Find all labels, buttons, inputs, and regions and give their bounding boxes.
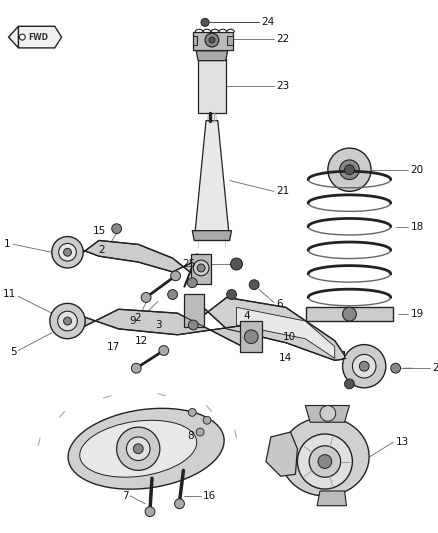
Polygon shape xyxy=(67,309,246,349)
Circle shape xyxy=(133,444,143,454)
Text: 5: 5 xyxy=(10,348,16,358)
Circle shape xyxy=(343,345,386,388)
Circle shape xyxy=(309,446,341,477)
Circle shape xyxy=(64,317,71,325)
Circle shape xyxy=(59,244,76,261)
Text: 1: 1 xyxy=(341,351,348,361)
Text: 24: 24 xyxy=(261,18,274,27)
Text: 9: 9 xyxy=(130,316,136,326)
Circle shape xyxy=(117,427,160,470)
Circle shape xyxy=(131,364,141,373)
Text: 15: 15 xyxy=(92,225,106,236)
Polygon shape xyxy=(266,432,297,477)
Polygon shape xyxy=(317,491,346,506)
Text: 1: 1 xyxy=(4,239,11,249)
Text: 16: 16 xyxy=(203,491,216,501)
Circle shape xyxy=(353,354,376,378)
Circle shape xyxy=(187,278,197,288)
Ellipse shape xyxy=(281,417,369,496)
Polygon shape xyxy=(18,26,62,48)
Circle shape xyxy=(159,345,169,356)
Circle shape xyxy=(297,434,353,489)
Text: 19: 19 xyxy=(410,309,424,319)
Text: 4: 4 xyxy=(244,311,250,321)
Circle shape xyxy=(205,33,219,47)
Text: 14: 14 xyxy=(279,353,292,364)
Circle shape xyxy=(168,289,177,300)
Circle shape xyxy=(58,311,78,331)
Polygon shape xyxy=(196,51,228,61)
Text: FWD: FWD xyxy=(28,33,48,42)
Polygon shape xyxy=(67,240,197,278)
Circle shape xyxy=(226,289,237,300)
Circle shape xyxy=(50,303,85,338)
Circle shape xyxy=(64,248,71,256)
Text: 6: 6 xyxy=(276,300,283,309)
Polygon shape xyxy=(191,254,211,284)
Circle shape xyxy=(197,264,205,272)
Polygon shape xyxy=(193,36,197,45)
Circle shape xyxy=(19,34,25,40)
Circle shape xyxy=(244,330,258,344)
Text: 2: 2 xyxy=(98,245,105,255)
Circle shape xyxy=(201,19,209,26)
Circle shape xyxy=(249,280,259,289)
Circle shape xyxy=(345,379,354,389)
Circle shape xyxy=(196,428,204,436)
Polygon shape xyxy=(192,231,232,240)
Polygon shape xyxy=(306,307,393,321)
Circle shape xyxy=(193,260,209,276)
Text: 3: 3 xyxy=(155,320,162,330)
Text: 2: 2 xyxy=(432,363,438,373)
Text: 21: 21 xyxy=(276,187,289,196)
Polygon shape xyxy=(305,406,350,422)
Text: 20: 20 xyxy=(410,165,424,175)
Polygon shape xyxy=(237,307,335,358)
Circle shape xyxy=(127,437,150,461)
Text: 10: 10 xyxy=(283,332,296,342)
Circle shape xyxy=(328,148,371,191)
Polygon shape xyxy=(9,26,18,48)
Circle shape xyxy=(359,361,369,371)
Circle shape xyxy=(339,160,359,180)
Ellipse shape xyxy=(68,408,224,489)
Circle shape xyxy=(345,165,354,175)
Polygon shape xyxy=(193,32,233,50)
Text: 8: 8 xyxy=(187,431,194,441)
Circle shape xyxy=(391,364,400,373)
Circle shape xyxy=(188,408,196,416)
Ellipse shape xyxy=(80,421,197,477)
Text: 25: 25 xyxy=(182,259,195,269)
Polygon shape xyxy=(192,297,364,384)
Circle shape xyxy=(188,320,198,330)
Text: 2: 2 xyxy=(134,313,141,323)
Polygon shape xyxy=(184,295,204,327)
Circle shape xyxy=(145,507,155,516)
Circle shape xyxy=(320,406,336,421)
Circle shape xyxy=(209,37,215,43)
Circle shape xyxy=(171,271,180,281)
Text: 23: 23 xyxy=(276,81,289,91)
Text: 17: 17 xyxy=(107,342,120,352)
Text: 11: 11 xyxy=(3,289,16,300)
Circle shape xyxy=(343,307,357,321)
Text: 18: 18 xyxy=(410,222,424,232)
Text: 13: 13 xyxy=(396,437,409,447)
Circle shape xyxy=(175,499,184,508)
Polygon shape xyxy=(194,120,230,240)
Polygon shape xyxy=(226,36,233,45)
Circle shape xyxy=(141,293,151,302)
Text: 12: 12 xyxy=(134,336,148,346)
Circle shape xyxy=(52,237,83,268)
Text: 22: 22 xyxy=(276,34,289,44)
Polygon shape xyxy=(198,59,226,113)
Circle shape xyxy=(230,258,242,270)
Circle shape xyxy=(112,224,121,233)
Circle shape xyxy=(318,455,332,469)
Circle shape xyxy=(203,416,211,424)
Polygon shape xyxy=(240,321,262,352)
Text: 7: 7 xyxy=(122,491,128,501)
